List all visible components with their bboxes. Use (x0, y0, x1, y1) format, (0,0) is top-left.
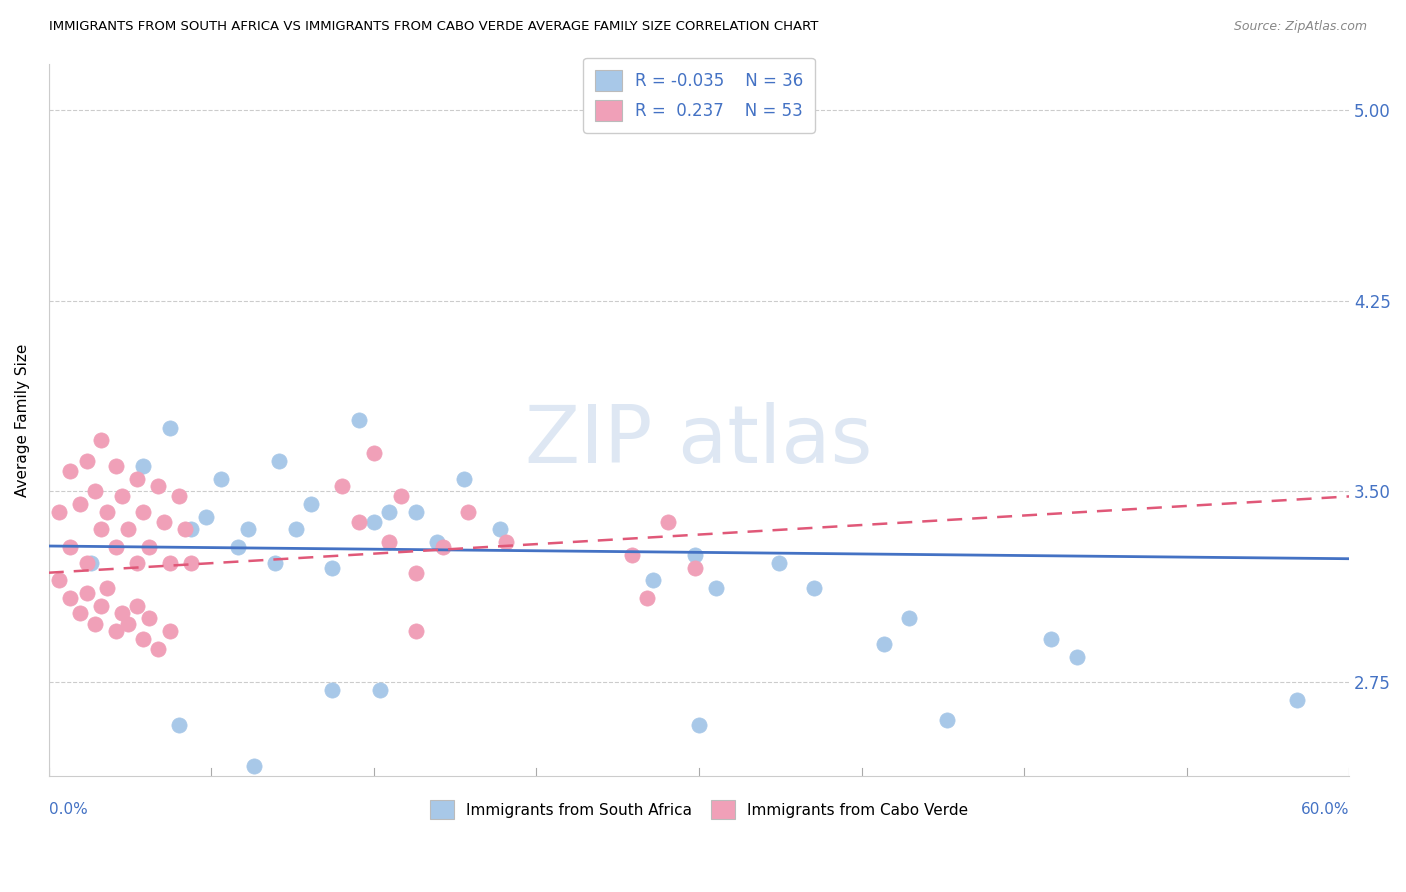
Point (132, 458, 155, 473)
Point (48, 505, 70, 519)
Y-axis label: Average Family Size: Average Family Size (15, 343, 30, 497)
Point (457, 505, 479, 519)
Point (167, 490, 190, 504)
Point (69, 607, 91, 621)
Point (159, 624, 181, 639)
Point (453, 472, 475, 486)
Point (125, 472, 148, 486)
Point (243, 759, 266, 773)
Point (321, 682, 343, 697)
Point (363, 515, 385, 529)
Point (138, 611, 160, 625)
Point (174, 523, 197, 537)
Point (138, 541, 160, 555)
Point (104, 541, 127, 555)
Point (321, 560, 343, 574)
Point (803, 581, 825, 595)
Point (704, 581, 727, 595)
Point (132, 632, 155, 646)
Point (83, 616, 105, 631)
Point (117, 523, 139, 537)
Point (117, 616, 139, 631)
Point (132, 505, 155, 519)
Point (104, 458, 127, 473)
Point (495, 535, 517, 549)
Point (104, 624, 127, 639)
Point (96, 581, 118, 595)
Point (180, 556, 202, 570)
Point (1040, 632, 1063, 646)
Point (76, 556, 98, 570)
Point (389, 490, 412, 504)
Point (641, 574, 664, 588)
Point (153, 515, 176, 529)
Point (146, 642, 169, 657)
Point (159, 421, 181, 435)
Point (432, 541, 454, 555)
Point (426, 535, 449, 549)
Point (368, 682, 391, 697)
Text: 0.0%: 0.0% (49, 802, 87, 816)
Point (299, 497, 322, 511)
Point (347, 515, 370, 529)
Point (90, 434, 112, 448)
Point (76, 586, 98, 600)
Point (1285, 693, 1308, 707)
Point (683, 560, 706, 574)
Point (59, 464, 82, 478)
Point (768, 556, 790, 570)
Point (405, 624, 427, 639)
Text: Source: ZipAtlas.com: Source: ZipAtlas.com (1233, 20, 1367, 33)
Point (377, 505, 399, 519)
Point (69, 497, 91, 511)
Point (332, 479, 354, 493)
Point (236, 523, 259, 537)
Point (1066, 649, 1088, 664)
Point (226, 541, 249, 555)
Point (83, 484, 105, 499)
Point (59, 541, 82, 555)
Point (209, 472, 232, 486)
Text: IMMIGRANTS FROM SOUTH AFRICA VS IMMIGRANTS FROM CABO VERDE AVERAGE FAMILY SIZE C: IMMIGRANTS FROM SOUTH AFRICA VS IMMIGRAN… (49, 20, 818, 33)
Point (657, 515, 679, 529)
Point (935, 713, 957, 727)
Point (405, 505, 427, 519)
Point (195, 509, 218, 524)
Point (264, 556, 287, 570)
Text: ZIP atlas: ZIP atlas (526, 402, 873, 481)
Point (96, 505, 118, 519)
Point (167, 718, 190, 732)
Point (620, 548, 643, 562)
Point (180, 523, 202, 537)
Point (159, 556, 181, 570)
Point (405, 566, 427, 580)
Point (377, 535, 399, 549)
Point (76, 454, 98, 468)
Point (683, 548, 706, 562)
Point (111, 607, 134, 621)
Point (363, 446, 385, 460)
Point (347, 413, 370, 427)
Point (872, 637, 894, 651)
Point (90, 523, 112, 537)
Point (636, 591, 658, 606)
Point (897, 611, 920, 625)
Point (285, 523, 308, 537)
Point (488, 523, 510, 537)
Point (90, 599, 112, 613)
Point (269, 454, 291, 468)
Text: 60.0%: 60.0% (1301, 802, 1350, 816)
Point (125, 599, 148, 613)
Point (80, 556, 103, 570)
Legend: Immigrants from South Africa, Immigrants from Cabo Verde: Immigrants from South Africa, Immigrants… (423, 794, 974, 825)
Point (125, 556, 148, 570)
Point (48, 574, 70, 588)
Point (688, 718, 710, 732)
Point (111, 490, 134, 504)
Point (59, 591, 82, 606)
Point (146, 479, 169, 493)
